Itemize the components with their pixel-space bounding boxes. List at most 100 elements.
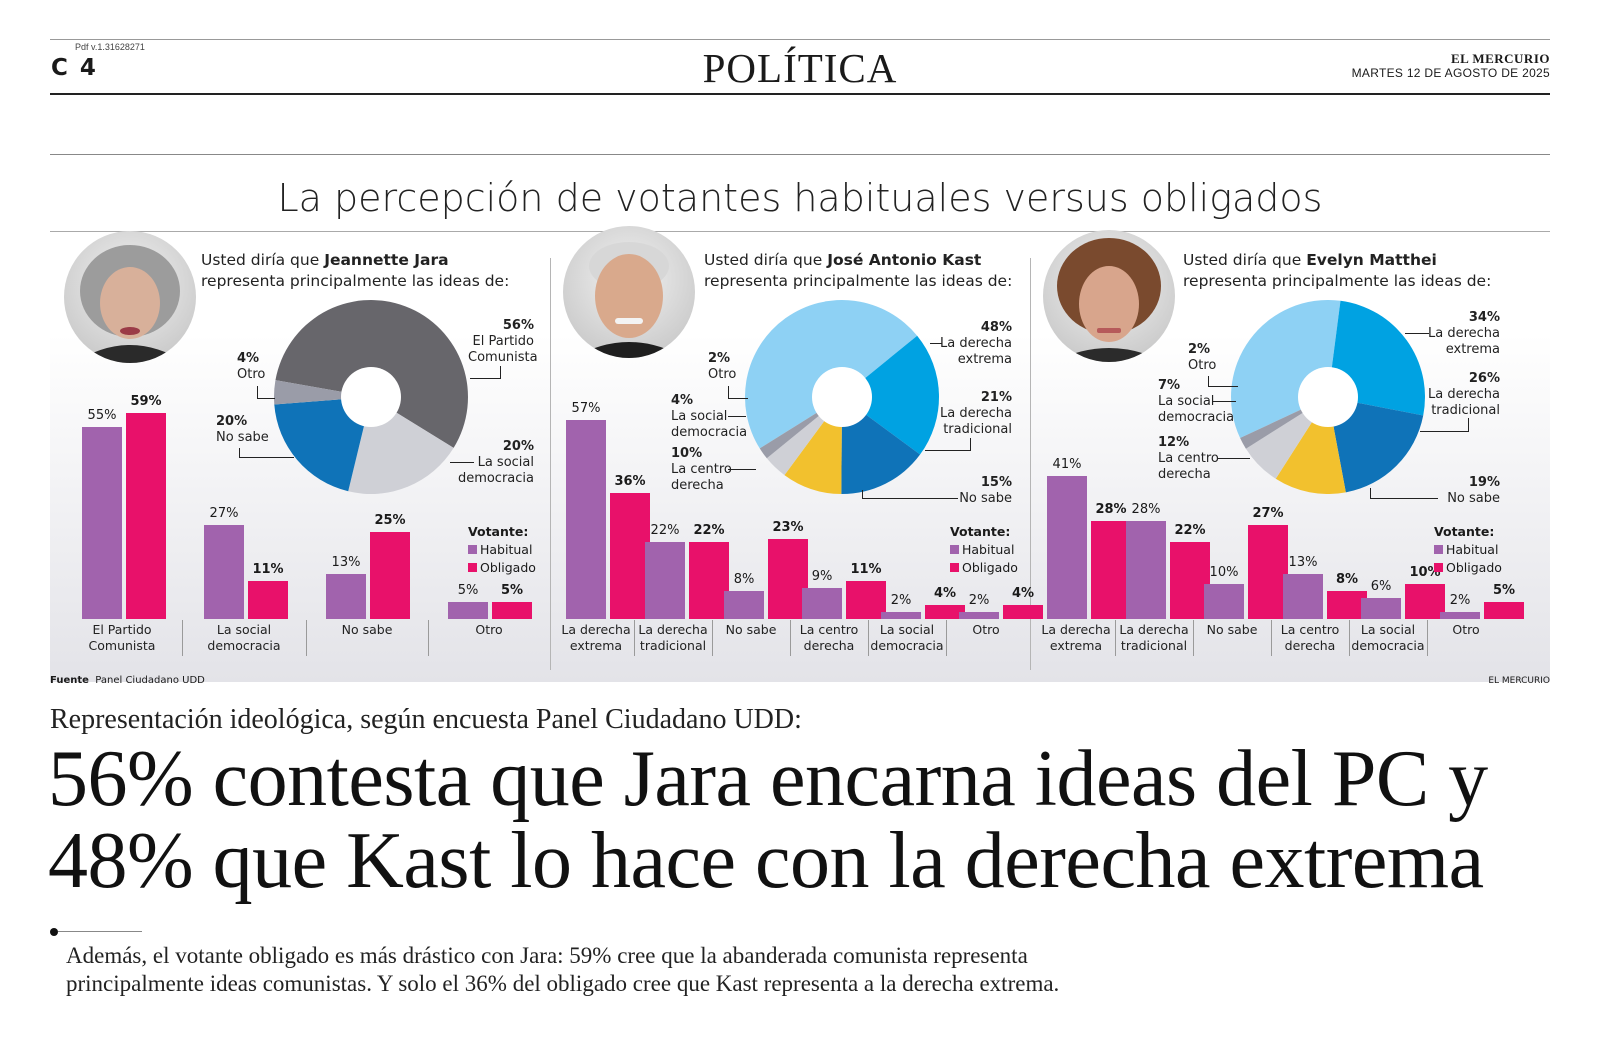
graphic-title-rule xyxy=(50,231,1550,232)
donut-label: 20% No sabe xyxy=(216,414,269,445)
graphic-source: Fuente Panel Ciudadano UDD xyxy=(50,675,205,686)
bar-value-obligado: 5% xyxy=(500,582,524,598)
top-rule xyxy=(50,39,1550,40)
category-label: Otro xyxy=(972,622,1000,637)
leader-line xyxy=(450,462,474,463)
jara-portrait xyxy=(64,231,196,363)
leader-line xyxy=(239,457,294,458)
category-separator xyxy=(1427,620,1428,656)
bar-value-obligado: 4% xyxy=(933,586,957,601)
category-separator xyxy=(1115,620,1116,656)
bar-habitual xyxy=(1440,612,1480,619)
leader-line xyxy=(1468,418,1469,432)
category-separator xyxy=(712,620,713,656)
bar-obligado xyxy=(689,542,729,619)
leader-line xyxy=(728,469,756,470)
obligado-swatch xyxy=(468,563,477,572)
donut-label: 4% La social democracia xyxy=(671,393,748,440)
bar-obligado xyxy=(1484,601,1524,619)
matthei-portrait xyxy=(1043,230,1175,362)
category-separator xyxy=(946,620,947,656)
bar-value-habitual: 9% xyxy=(811,568,833,584)
category-separator xyxy=(182,620,183,656)
donut-kast xyxy=(744,299,939,495)
legend-jara: Votante: Habitual Obligado xyxy=(468,524,536,575)
bar-habitual xyxy=(566,419,606,619)
donut-label: 20% La social democracia xyxy=(457,439,534,486)
obligado-swatch xyxy=(1434,563,1443,572)
habitual-swatch xyxy=(950,545,959,554)
page-number: C 4 xyxy=(51,55,98,81)
category-label: No sabe xyxy=(341,622,393,637)
leader-line xyxy=(500,366,501,379)
legend-matthei: Votante: Habitual Obligado xyxy=(1434,524,1502,575)
leader-line xyxy=(1370,488,1371,499)
donut-label: 19% No sabe xyxy=(1447,475,1500,506)
category-separator xyxy=(428,620,429,656)
leader-line xyxy=(239,448,240,457)
donut-label: 2% Otro xyxy=(1188,342,1217,373)
leader-line xyxy=(930,343,942,344)
bar-value-obligado: 59% xyxy=(130,393,162,409)
bar-obligado xyxy=(1405,584,1445,619)
bar-value-obligado: 5% xyxy=(1492,582,1516,598)
leader-line xyxy=(470,378,500,379)
panel-divider xyxy=(550,258,551,670)
donut-label: 26% La derecha tradicional xyxy=(1427,371,1500,418)
bar-habitual xyxy=(881,612,921,619)
bar-value-obligado: 22% xyxy=(1174,523,1206,538)
bar-obligado xyxy=(610,493,650,619)
bar-habitual xyxy=(448,601,488,619)
donut-label: 2% Otro xyxy=(708,351,737,382)
bar-obligado xyxy=(1091,521,1131,619)
category-label: La social democracia xyxy=(207,622,281,653)
bar-obligado xyxy=(846,580,886,619)
bar-obligado xyxy=(925,605,965,619)
leader-line xyxy=(970,438,971,451)
bar-obligado xyxy=(370,531,410,619)
donut-slice xyxy=(1328,397,1424,493)
leader-line xyxy=(728,416,746,417)
donut-label: 7% La social democracia xyxy=(1158,378,1235,425)
bar-habitual xyxy=(1361,598,1401,619)
donut-jara xyxy=(274,300,468,494)
question-kast: Usted diría que José Antonio Kast represe… xyxy=(704,251,1013,290)
bar-habitual xyxy=(326,573,366,619)
habitual-swatch xyxy=(1434,545,1443,554)
bar-value-obligado: 36% xyxy=(614,474,646,489)
bar-obligado xyxy=(1003,605,1043,619)
category-separator xyxy=(634,620,635,656)
category-label: La centro derecha xyxy=(1280,622,1340,653)
donut-label: 48% La derecha extrema xyxy=(939,320,1012,367)
header-rule xyxy=(50,93,1550,95)
habitual-swatch xyxy=(468,545,477,554)
bar-value-obligado: 10% xyxy=(1409,565,1441,580)
bullet-rule xyxy=(58,931,142,932)
bar-value-obligado: 25% xyxy=(374,512,406,528)
donut-label: 10% La centro derecha xyxy=(671,446,732,493)
category-label: La derecha extrema xyxy=(561,622,631,653)
donut-label: 4% Otro xyxy=(237,351,266,382)
panel-divider xyxy=(1030,258,1031,670)
leader-line xyxy=(728,398,748,399)
obligado-swatch xyxy=(950,563,959,572)
leader-line xyxy=(925,450,970,451)
leader-line xyxy=(1208,376,1209,386)
question-jara: Usted diría que Jeannette Jara representa… xyxy=(201,251,510,290)
bar-habitual xyxy=(645,542,685,619)
bar-value-habitual: 57% xyxy=(571,400,601,416)
bar-value-habitual: 28% xyxy=(1131,502,1161,517)
bar-value-obligado: 4% xyxy=(1011,586,1035,601)
leader-line xyxy=(1420,431,1468,432)
leader-line xyxy=(1370,498,1438,499)
category-label: La derecha tradicional xyxy=(1119,622,1189,653)
category-separator xyxy=(868,620,869,656)
bar-value-habitual: 8% xyxy=(733,572,755,587)
bar-value-habitual: 41% xyxy=(1052,456,1082,472)
section-title: POLÍTICA xyxy=(702,45,898,91)
bar-obligado xyxy=(126,412,166,619)
bar-value-habitual: 10% xyxy=(1209,565,1239,580)
category-label: La derecha tradicional xyxy=(638,622,708,653)
category-label: Otro xyxy=(1452,622,1480,637)
leader-line xyxy=(257,398,275,399)
